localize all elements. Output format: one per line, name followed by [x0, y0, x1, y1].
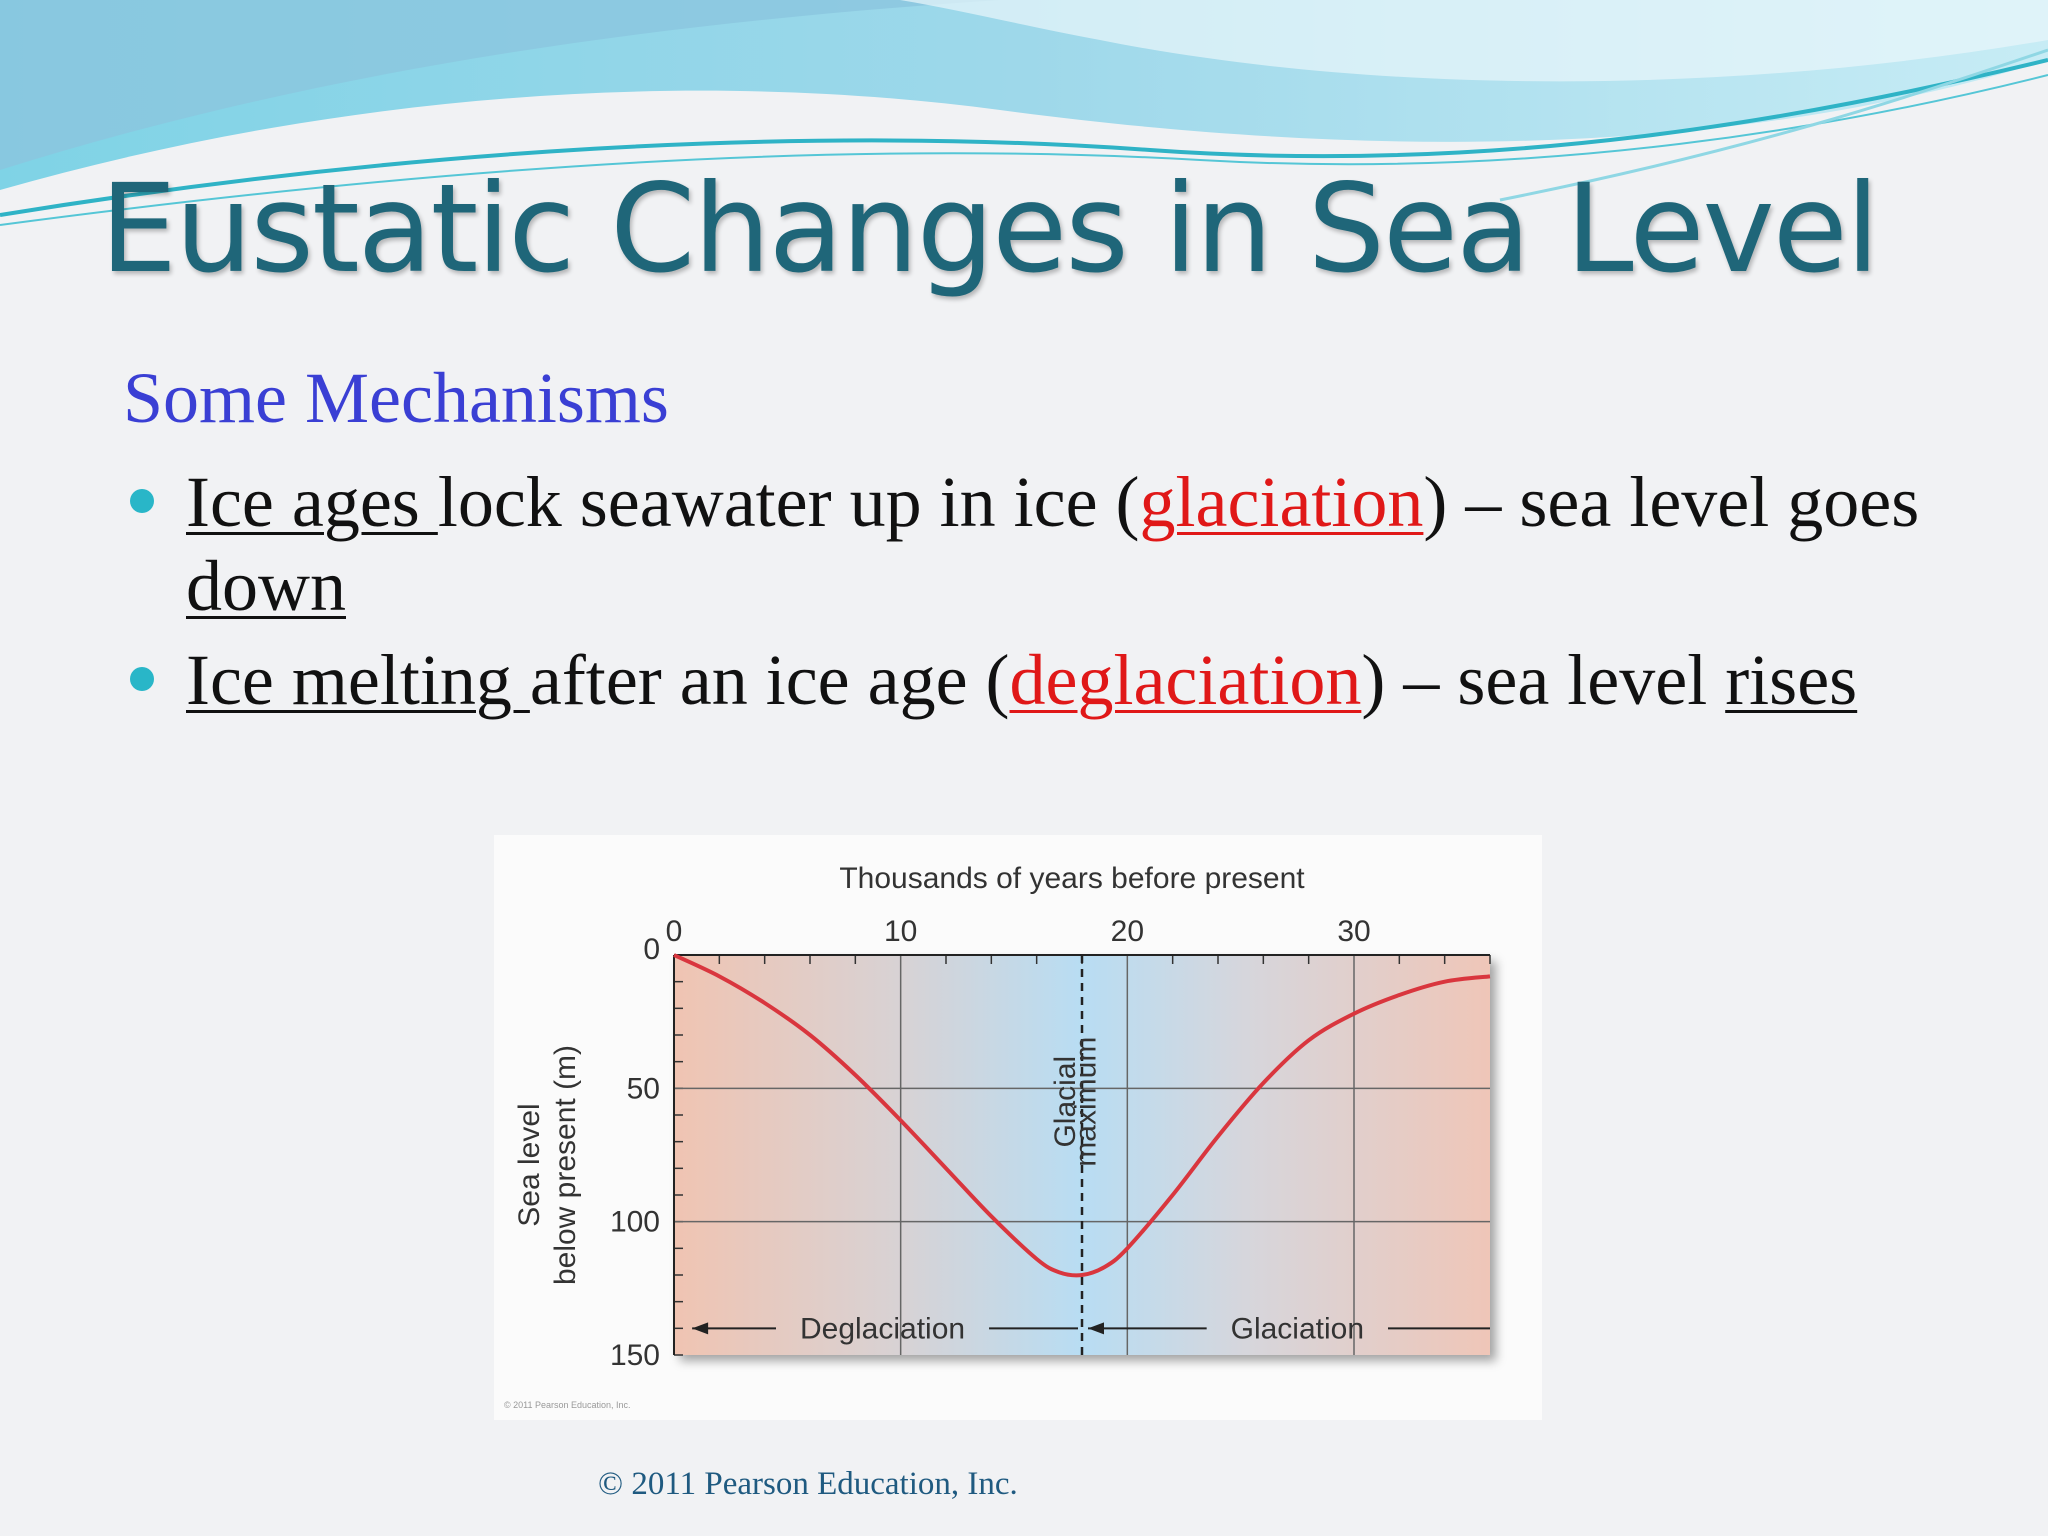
- x-tick-label: 30: [1337, 915, 1370, 948]
- x-tick-label: 0: [666, 915, 683, 948]
- figure-credit: © 2011 Pearson Education, Inc.: [504, 1400, 631, 1410]
- y-tick-label: 50: [627, 1072, 660, 1105]
- x-tick-label: 10: [884, 915, 917, 948]
- bullet-list: Ice ages lock seawater up in ice (glacia…: [130, 460, 1980, 732]
- bullet-lead: Ice melting: [186, 640, 530, 720]
- bullet-text: ) – sea level: [1361, 640, 1726, 720]
- x-tick-label: 20: [1111, 915, 1144, 948]
- x-axis-title: Thousands of years before present: [839, 862, 1305, 895]
- bullet-item-glaciation: Ice ages lock seawater up in ice (glacia…: [130, 460, 1980, 628]
- slide-subtitle: Some Mechanisms: [123, 358, 669, 438]
- sea-level-chart: 0 10 20 30 0 50 100 150 Thousands of years befor…: [513, 862, 1491, 1372]
- decorative-wave-banner: [0, 0, 2048, 226]
- y-tick-label: 0: [643, 933, 660, 966]
- slide-title: Eustatic Changes in Sea Level: [100, 158, 1880, 300]
- bullet-item-deglaciation: Ice melting after an ice age (deglaciati…: [130, 638, 1980, 722]
- glacial-maximum-label: maximum: [1070, 1037, 1103, 1167]
- y-tick-label: 100: [610, 1206, 660, 1239]
- y-axis-title: Sea level below present (m): [513, 1045, 582, 1285]
- y-axis-title-line: Sea level: [513, 1103, 546, 1226]
- deglaciation-label: Deglaciation: [800, 1312, 965, 1345]
- glacial-maximum-label: Glacial: [1049, 1056, 1082, 1148]
- bullet-lead: Ice ages: [186, 462, 438, 542]
- glaciation-label: Glaciation: [1231, 1312, 1364, 1345]
- y-tick-label: 150: [610, 1339, 660, 1372]
- deglaciation-arrow-head: [692, 1322, 709, 1335]
- bullet-dot-icon: [130, 489, 154, 513]
- glaciation-arrow-head: [1088, 1322, 1104, 1335]
- bullet-text: after an ice age (: [529, 640, 1010, 720]
- bullet-dot-icon: [130, 667, 154, 691]
- bullet-term: deglaciation: [1009, 640, 1362, 720]
- bullet-end: down: [186, 546, 346, 626]
- bullet-text: lock seawater up in ice (: [437, 462, 1140, 542]
- y-axis-title-line: below present (m): [549, 1045, 582, 1285]
- bullet-term: glaciation: [1139, 462, 1424, 542]
- sea-level-curve: [673, 953, 1491, 1278]
- copyright-text: © 2011 Pearson Education, Inc.: [598, 1466, 1018, 1502]
- sea-level-figure: 0 10 20 30 0 50 100 150 Thousands of years befor…: [494, 835, 1542, 1420]
- bullet-text: ) – sea level goes: [1423, 462, 1920, 542]
- bullet-end: rises: [1725, 640, 1858, 720]
